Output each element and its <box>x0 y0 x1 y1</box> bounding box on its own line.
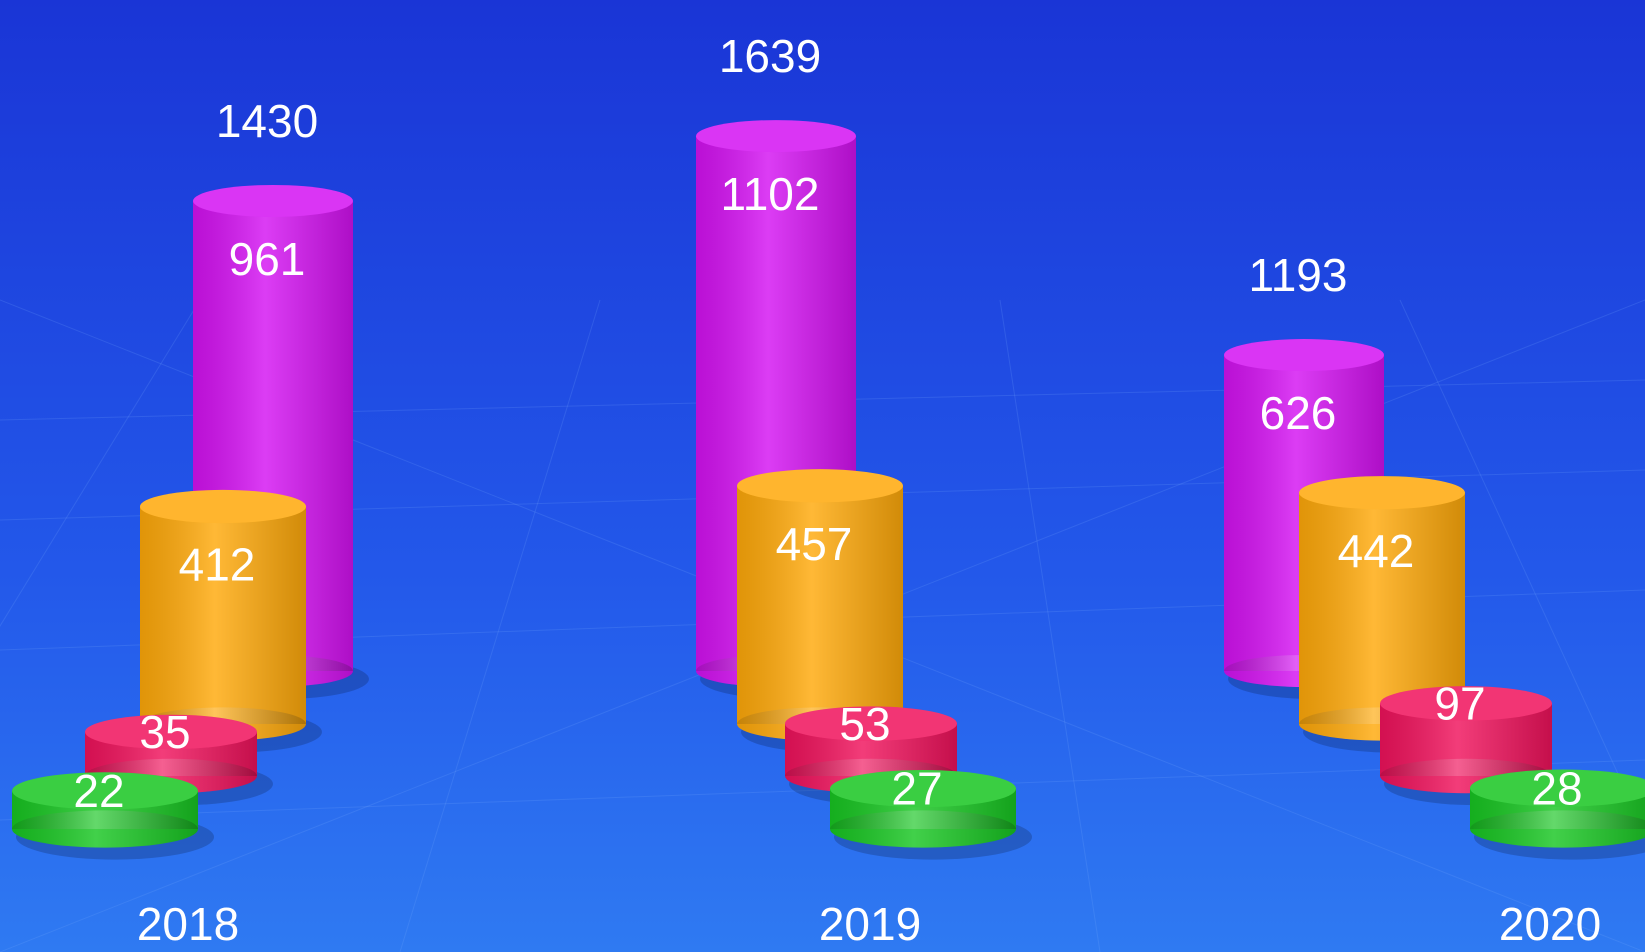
bar-top <box>85 714 257 750</box>
bar-top <box>1470 769 1645 807</box>
bar-top-shine <box>1224 339 1384 372</box>
bar-top-shine <box>1299 476 1465 510</box>
value-label: 1102 <box>721 168 820 220</box>
bar-top-shine <box>830 769 1016 808</box>
bar-body-shade <box>737 485 903 724</box>
bar-top <box>140 489 306 524</box>
bar-top-shine <box>785 706 957 741</box>
bar-body-shade <box>1299 492 1465 724</box>
bar <box>737 469 919 753</box>
bar-top-shine <box>12 772 198 810</box>
value-label: 412 <box>179 539 256 591</box>
bar-top <box>193 184 353 217</box>
bar-top <box>696 120 856 153</box>
bar-top-shine <box>193 184 353 217</box>
bar-top <box>1299 476 1465 510</box>
bar-top-shine <box>696 120 856 153</box>
value-label: 457 <box>776 518 853 570</box>
bar-top <box>12 772 198 810</box>
value-label: 28 <box>1531 762 1582 814</box>
value-label: 27 <box>891 763 942 815</box>
x-tick-label: 2019 <box>819 898 921 950</box>
value-label: 35 <box>139 706 190 758</box>
bar-top <box>737 469 903 503</box>
x-tick-label: 2020 <box>1499 898 1601 950</box>
bar-top <box>1380 686 1552 721</box>
value-label: 22 <box>73 765 124 817</box>
bar-top-shine <box>140 489 306 524</box>
bar-top-shine <box>1380 686 1552 721</box>
value-label: 97 <box>1434 678 1485 730</box>
bar <box>830 769 1032 860</box>
x-tick-label: 2018 <box>137 898 239 950</box>
total-label: 1193 <box>1249 249 1348 301</box>
value-label: 626 <box>1260 387 1337 439</box>
value-label: 53 <box>839 698 890 750</box>
bar-top <box>785 706 957 741</box>
bar-top-shine <box>1470 769 1645 807</box>
bar-top <box>830 769 1016 808</box>
bar-body-shade <box>140 506 306 724</box>
value-label: 961 <box>229 233 306 285</box>
bar <box>1470 769 1645 860</box>
total-label: 1430 <box>216 95 318 147</box>
bar-top-shine <box>85 714 257 750</box>
bar-top <box>1224 339 1384 372</box>
bar-top-shine <box>737 469 903 503</box>
value-label: 442 <box>1338 525 1415 577</box>
total-label: 1639 <box>719 30 821 82</box>
bar <box>12 772 214 860</box>
